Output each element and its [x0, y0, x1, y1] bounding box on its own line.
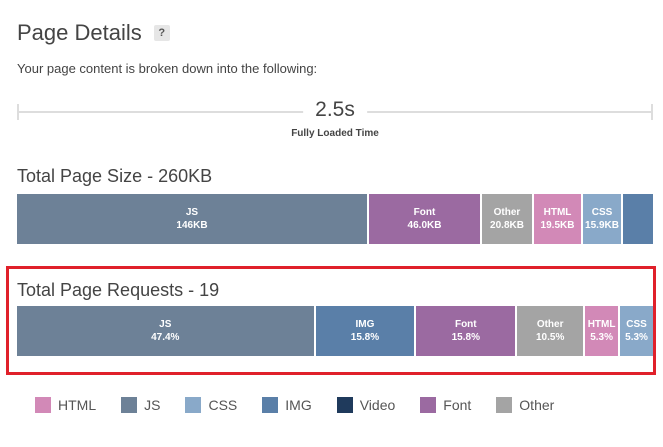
page-size-bar: JS 146KB Font 46.0KB Other 20.8KB HTML 19.5KB CS… — [17, 194, 653, 244]
requests-segment-js[interactable]: JS 47.4% — [17, 306, 314, 356]
fully-loaded-timeline: 2.5s — [17, 98, 653, 122]
legend-label: IMG — [285, 397, 312, 413]
legend-swatch-other — [496, 397, 513, 413]
requests-segment-label: CSS — [626, 319, 647, 330]
legend: HTML JS CSS IMG Video Font Other — [35, 397, 554, 413]
legend-swatch-js — [121, 397, 138, 413]
page-title-text: Page Details — [17, 20, 142, 45]
requests-segment-label: HTML — [587, 319, 616, 330]
size-segment-img[interactable] — [623, 194, 653, 244]
requests-segment-label: Font — [454, 319, 477, 330]
size-segment-value: 20.8KB — [490, 220, 524, 231]
requests-segment-img[interactable]: IMG 15.8% — [315, 306, 415, 356]
size-segment-label: HTML — [543, 207, 572, 218]
size-segment-label: CSS — [591, 207, 613, 218]
legend-label: JS — [144, 397, 161, 413]
fully-loaded-time-label: Fully Loaded Time — [291, 128, 379, 139]
total-page-requests-title: Total Page Requests - 19 — [17, 280, 220, 300]
requests-segment-value: 47.4% — [151, 332, 180, 343]
requests-segment-label: IMG — [355, 319, 375, 330]
size-segment-label: Other — [493, 207, 521, 218]
size-segment-css[interactable]: CSS 15.9KB — [583, 194, 621, 244]
legend-item-css: CSS — [185, 397, 237, 413]
legend-label: Font — [443, 397, 472, 413]
requests-highlight-box — [6, 266, 656, 375]
legend-item-html: HTML — [35, 397, 96, 413]
legend-swatch-css — [185, 397, 202, 413]
legend-label: HTML — [58, 397, 97, 413]
timeline-end-cap — [651, 104, 653, 120]
legend-item-font: Font — [420, 397, 471, 413]
requests-segment-css[interactable]: CSS 5.3% — [620, 306, 654, 356]
requests-segment-font[interactable]: Font 15.8% — [416, 306, 516, 356]
requests-segment-value: 5.3% — [625, 332, 648, 343]
legend-label: Other — [519, 397, 555, 413]
size-segment-value: 19.5KB — [540, 220, 575, 231]
requests-segment-html[interactable]: HTML 5.3% — [585, 306, 619, 356]
page-title: Page Details ? — [17, 20, 170, 46]
requests-segment-value: 15.8% — [451, 332, 480, 343]
legend-item-img: IMG — [262, 397, 312, 413]
size-segment-label: Font — [413, 207, 436, 218]
page-subtitle: Your page content is broken down into th… — [17, 61, 318, 76]
requests-segment-other[interactable]: Other 10.5% — [517, 306, 584, 356]
legend-item-js: JS — [121, 397, 160, 413]
size-segment-font[interactable]: Font 46.0KB — [369, 194, 480, 244]
size-segment-value: 15.9KB — [585, 220, 619, 231]
timeline-start-cap — [17, 104, 19, 120]
size-segment-other[interactable]: Other 20.8KB — [482, 194, 532, 244]
requests-segment-value: 15.8% — [350, 332, 380, 343]
requests-segment-label: JS — [159, 319, 172, 330]
size-segment-value: 146KB — [176, 220, 208, 231]
legend-swatch-video — [336, 397, 353, 413]
requests-segment-label: Other — [536, 319, 564, 330]
total-page-size-title: Total Page Size - 260KB — [17, 166, 213, 186]
help-icon[interactable]: ? — [153, 25, 170, 41]
size-segment-html[interactable]: HTML 19.5KB — [534, 194, 581, 244]
page-requests-bar: JS 47.4% IMG 15.8% Font 15.8% Other 10.5% HTML 5.… — [17, 306, 654, 356]
requests-segment-value: 5.3% — [590, 332, 613, 343]
requests-segment-value: 10.5% — [535, 332, 565, 343]
legend-swatch-img — [262, 397, 279, 413]
legend-item-other: Other — [496, 397, 554, 413]
size-segment-js[interactable]: JS 146KB — [17, 194, 367, 244]
legend-item-video: Video — [336, 397, 396, 413]
legend-label: Video — [359, 397, 396, 413]
legend-swatch-html — [35, 397, 51, 413]
fully-loaded-time-value: 2.5s — [303, 98, 367, 122]
legend-label: CSS — [208, 397, 238, 413]
size-segment-value: 46.0KB — [407, 220, 442, 231]
legend-swatch-font — [420, 397, 437, 413]
size-segment-label: JS — [185, 207, 199, 218]
